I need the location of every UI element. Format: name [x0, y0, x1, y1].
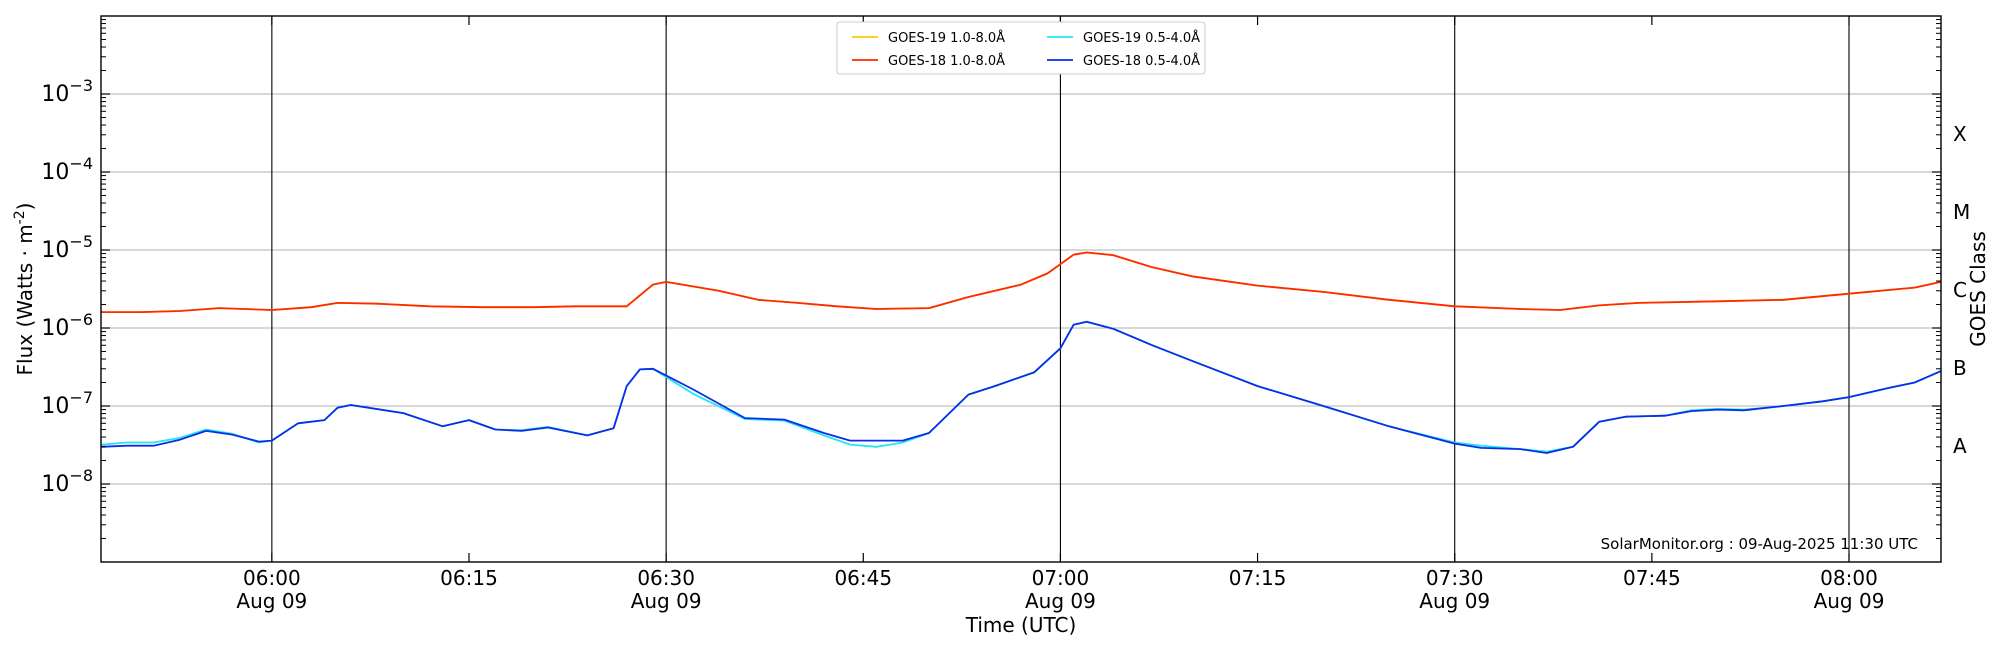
y-tick-label-exponent: −7	[69, 388, 93, 407]
y-tick-label-base: 10	[41, 472, 69, 497]
watermark: SolarMonitor.org : 09-Aug-2025 11:30 UTC	[1601, 535, 1918, 553]
y-tick-label: 10−4	[41, 154, 93, 185]
y-tick-label: 10−7	[41, 388, 93, 419]
y-tick-label-exponent: −3	[69, 76, 93, 95]
y-axis-label-sup: -2	[12, 210, 28, 224]
x-tick-label-time: 07:30	[1426, 566, 1484, 590]
legend-label: GOES-18 1.0-8.0Å	[888, 53, 1005, 69]
y-tick-label: 10−8	[41, 466, 93, 497]
x-tick-label-date: Aug 09	[236, 589, 307, 613]
y-tick-label: 10−5	[41, 232, 93, 263]
legend-frame	[836, 21, 1206, 75]
vertical-lines-layer	[271, 16, 1850, 562]
x-tick-label-date: Aug 09	[631, 589, 702, 613]
goes-class-label-a: A	[1953, 434, 1967, 458]
goes-class-label-c: C	[1953, 278, 1967, 302]
series-layer	[100, 251, 1942, 454]
y-tick-label-base: 10	[41, 82, 69, 107]
x-tick-label-time: 06:00	[243, 566, 301, 590]
y-tick-label-base: 10	[41, 394, 69, 419]
y-tick-label-base: 10	[41, 316, 69, 341]
y-axis-label-main: Flux (Watts · m	[13, 224, 37, 375]
axis-labels: Time (UTC) Flux (Watts · m-2) GOES Class…	[12, 203, 1990, 637]
y-tick-label: 10−6	[41, 310, 93, 341]
x-tick-label-time: 07:00	[1032, 566, 1090, 590]
x-tick-label-date: Aug 09	[1814, 589, 1885, 613]
goes-class-axis-label: GOES Class	[1966, 231, 1990, 347]
x-tick-label-time: 08:00	[1820, 566, 1878, 590]
legend-label: GOES-18 0.5-4.0Å	[1083, 53, 1200, 69]
x-tick-label-time: 06:45	[834, 566, 892, 590]
y-tick-label-exponent: −4	[69, 154, 93, 173]
legend-label: GOES-19 1.0-8.0Å	[888, 30, 1005, 46]
y-axis-label: Flux (Watts · m-2)	[12, 203, 37, 376]
x-tick-label-time: 07:15	[1229, 566, 1287, 590]
y-tick-label-base: 10	[41, 160, 69, 185]
y-tick-label: 10−3	[41, 76, 93, 107]
goes-class-label-b: B	[1953, 356, 1967, 380]
y-tick-label-base: 10	[41, 238, 69, 263]
legend-label: GOES-19 0.5-4.0Å	[1083, 30, 1200, 46]
y-tick-label-exponent: −8	[69, 466, 93, 485]
x-tick-label-time: 06:15	[440, 566, 498, 590]
x-tick-label-date: Aug 09	[1025, 589, 1096, 613]
x-tick-label-time: 06:30	[637, 566, 695, 590]
x-tick-label-time: 07:45	[1623, 566, 1681, 590]
goes-class-label-x: X	[1953, 122, 1967, 146]
y-tick-label-exponent: −6	[69, 310, 93, 329]
x-axis-label: Time (UTC)	[965, 613, 1077, 637]
x-tick-label-date: Aug 09	[1419, 589, 1490, 613]
y-tick-label-exponent: −5	[69, 232, 93, 251]
y-axis-label-close: )	[13, 203, 37, 211]
plot-frame	[100, 15, 1942, 563]
series-line-4	[100, 320, 1942, 454]
legend: GOES-19 1.0-8.0Å GOES-18 1.0-8.0Å GOES-19 …	[836, 21, 1206, 75]
series-line-3	[100, 320, 1942, 453]
series-line-2	[101, 251, 1942, 314]
grid-layer	[101, 93, 1941, 485]
goes-class-label-m: M	[1953, 200, 1970, 224]
